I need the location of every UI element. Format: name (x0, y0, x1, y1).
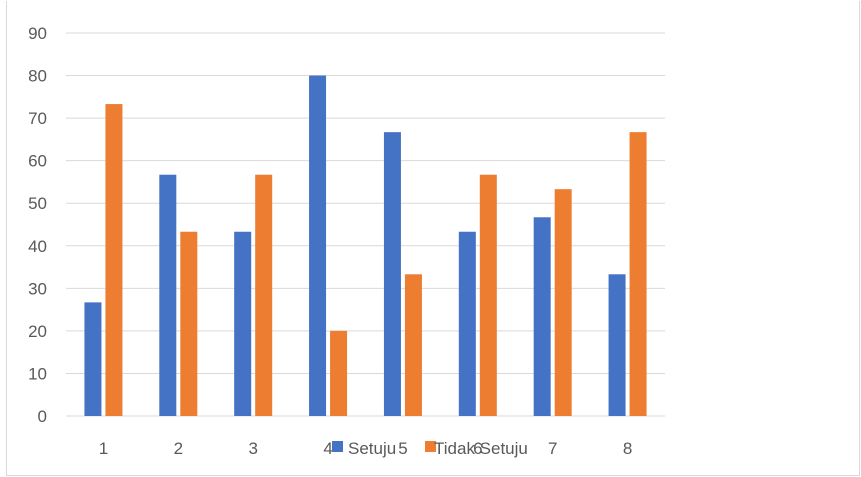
bar-setuju-1 (84, 302, 102, 416)
y-tick-label: 30 (28, 279, 47, 298)
bar-tidak-setuju-2 (180, 231, 198, 416)
y-tick-label: 0 (38, 407, 47, 426)
bar-tidak-setuju-7 (554, 189, 572, 416)
chart-frame (6, 1, 860, 476)
legend: Setuju Tidak Setuju (332, 439, 528, 458)
y-tick-label: 40 (28, 237, 47, 256)
bar-setuju-8 (608, 274, 626, 416)
y-tick-label: 70 (28, 109, 47, 128)
x-tick-label: 3 (248, 439, 257, 458)
legend-label-tidak-setuju: Tidak Setuju (434, 439, 528, 458)
y-tick-label: 90 (28, 24, 47, 43)
legend-swatch-tidak-setuju (425, 441, 436, 452)
x-tick-label: 7 (548, 439, 557, 458)
x-tick-label: 6 (473, 439, 482, 458)
x-tick-label: 1 (99, 439, 108, 458)
bar-setuju-5 (383, 132, 401, 416)
x-tick-label: 8 (623, 439, 632, 458)
bar-setuju-4 (309, 75, 327, 417)
bar-setuju-2 (159, 174, 177, 416)
bars (84, 75, 647, 417)
bar-tidak-setuju-3 (255, 174, 273, 416)
y-tick-label: 10 (28, 364, 47, 383)
bar-tidak-setuju-1 (105, 104, 123, 416)
bar-setuju-7 (533, 217, 551, 416)
y-tick-label: 60 (28, 152, 47, 171)
x-tick-label: 2 (174, 439, 183, 458)
bar-tidak-setuju-5 (404, 274, 422, 416)
bar-tidak-setuju-6 (479, 174, 497, 416)
x-axis-ticks: 1 2 3 4 5 6 7 8 (99, 439, 633, 458)
y-tick-label: 20 (28, 322, 47, 341)
x-tick-label: 4 (323, 439, 332, 458)
x-tick-label: 5 (398, 439, 407, 458)
bar-setuju-6 (458, 231, 476, 416)
legend-swatch-setuju (332, 441, 343, 452)
gridlines (66, 32, 665, 417)
bar-setuju-3 (234, 231, 252, 416)
y-tick-label: 80 (28, 67, 47, 86)
bar-tidak-setuju-8 (629, 132, 647, 416)
y-axis-ticks: 0 10 20 30 40 50 60 70 80 90 (28, 24, 47, 426)
y-tick-label: 50 (28, 194, 47, 213)
legend-label-setuju: Setuju (348, 439, 396, 458)
bar-tidak-setuju-4 (330, 330, 348, 416)
